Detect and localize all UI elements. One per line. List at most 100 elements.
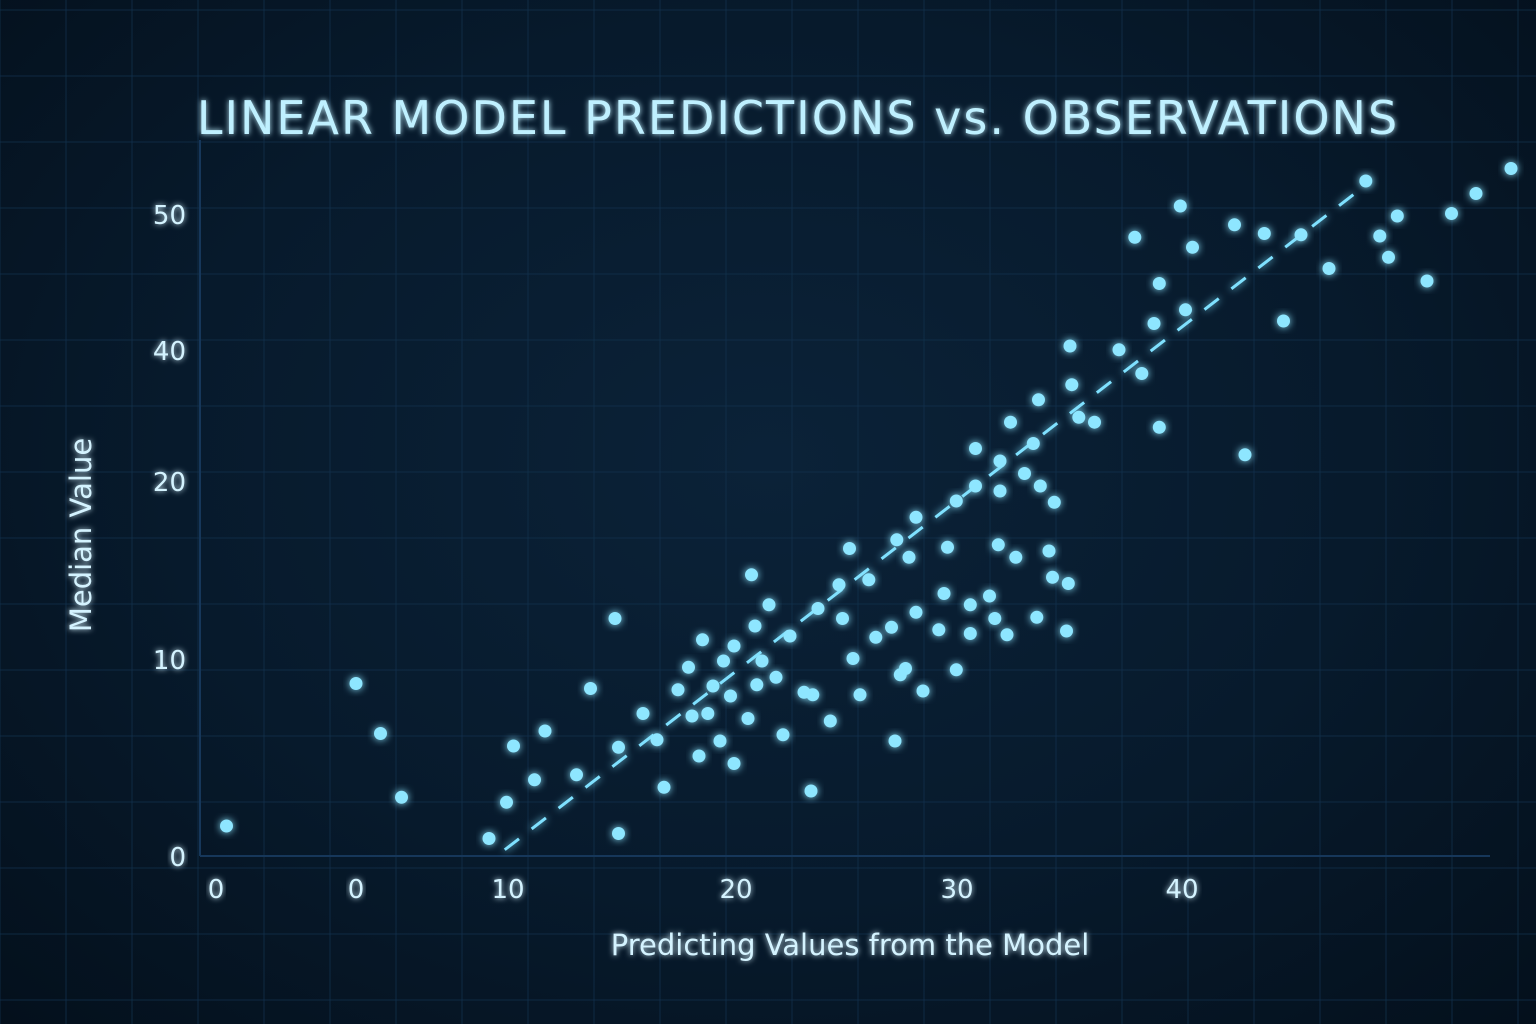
data-point	[1238, 448, 1252, 462]
x-tick-label: 10	[491, 875, 524, 905]
data-point	[776, 728, 790, 742]
data-point	[769, 670, 783, 684]
data-point	[1147, 317, 1161, 330]
data-point	[220, 819, 233, 833]
data-point	[349, 677, 363, 690]
data-point	[1026, 437, 1040, 450]
data-point	[745, 568, 758, 582]
data-point	[1000, 628, 1014, 642]
data-point	[1504, 162, 1518, 175]
data-point	[692, 749, 706, 763]
data-point	[1322, 262, 1336, 275]
data-point	[1359, 174, 1373, 188]
data-point	[762, 598, 776, 612]
data-point	[612, 827, 625, 840]
y-tick-label: 10	[153, 646, 186, 676]
data-point	[682, 660, 695, 674]
data-point	[1420, 274, 1434, 288]
data-point	[969, 479, 982, 493]
data-point	[1135, 367, 1149, 380]
regression-fit-line	[503, 179, 1372, 851]
data-point	[1018, 467, 1031, 480]
data-point	[993, 454, 1007, 468]
data-point	[584, 682, 597, 695]
x-tick-label: 40	[1165, 875, 1198, 905]
data-point	[706, 679, 720, 693]
data-point	[853, 688, 867, 702]
data-point	[671, 683, 685, 697]
data-point	[482, 832, 496, 845]
data-point	[949, 494, 963, 508]
data-point	[890, 533, 904, 547]
data-point	[374, 727, 387, 740]
data-point	[750, 678, 764, 692]
data-point	[1004, 415, 1017, 429]
data-point	[869, 630, 883, 644]
y-axis-title: Median Value	[64, 438, 98, 632]
data-point	[1173, 199, 1187, 213]
data-point	[1257, 227, 1271, 240]
data-point	[741, 712, 755, 725]
y-tick-label: 40	[153, 337, 186, 367]
data-point	[713, 734, 727, 748]
data-point	[963, 627, 977, 640]
x-tick-labels: 0 0 10 20 30 40	[208, 875, 1199, 905]
data-point	[1088, 415, 1101, 429]
data-point	[1373, 229, 1387, 243]
data-point	[885, 620, 898, 634]
data-point	[507, 739, 520, 753]
data-point	[846, 652, 860, 665]
data-point	[949, 663, 963, 677]
data-point	[993, 484, 1007, 498]
chart-title: LINEAR MODEL PREDICTIONS vs. OBSERVATION…	[197, 91, 1399, 145]
data-point	[909, 605, 923, 619]
data-point	[1228, 218, 1241, 232]
data-point	[836, 612, 849, 625]
x-tick-label: 0	[208, 875, 225, 905]
data-point	[937, 587, 951, 600]
data-point	[538, 724, 552, 738]
data-point	[902, 550, 916, 564]
data-points	[220, 162, 1518, 845]
data-point	[1186, 240, 1199, 254]
data-point	[988, 612, 1002, 625]
data-point	[1445, 207, 1458, 220]
data-point	[1152, 420, 1166, 434]
data-point	[969, 442, 982, 455]
data-point	[1390, 209, 1404, 223]
data-point	[806, 688, 820, 702]
x-axis-title: Predicting Values from the Model	[611, 928, 1090, 962]
data-point	[570, 768, 583, 782]
data-point	[991, 538, 1005, 552]
data-point	[1382, 250, 1395, 264]
data-point	[1009, 550, 1023, 564]
data-point	[1030, 610, 1044, 624]
data-point	[1046, 570, 1059, 584]
data-point	[1469, 187, 1483, 200]
data-point	[608, 612, 622, 625]
data-point	[727, 757, 741, 770]
data-point	[1152, 277, 1166, 290]
data-point	[528, 773, 541, 787]
data-point	[804, 784, 818, 798]
data-point	[823, 714, 837, 728]
data-point	[685, 709, 699, 723]
data-point	[983, 589, 996, 603]
data-point	[909, 510, 923, 524]
data-point	[1128, 230, 1142, 244]
data-point	[1042, 544, 1056, 558]
data-point	[963, 598, 977, 612]
data-point	[1061, 577, 1075, 590]
data-point	[916, 684, 930, 698]
y-tick-label: 0	[169, 843, 186, 873]
data-point	[727, 639, 741, 653]
data-point	[636, 707, 650, 720]
data-point	[832, 578, 846, 592]
data-point	[1112, 343, 1126, 357]
x-tick-label: 30	[940, 875, 973, 905]
data-point	[1032, 393, 1045, 407]
data-point	[650, 733, 664, 747]
data-point	[1060, 624, 1073, 638]
